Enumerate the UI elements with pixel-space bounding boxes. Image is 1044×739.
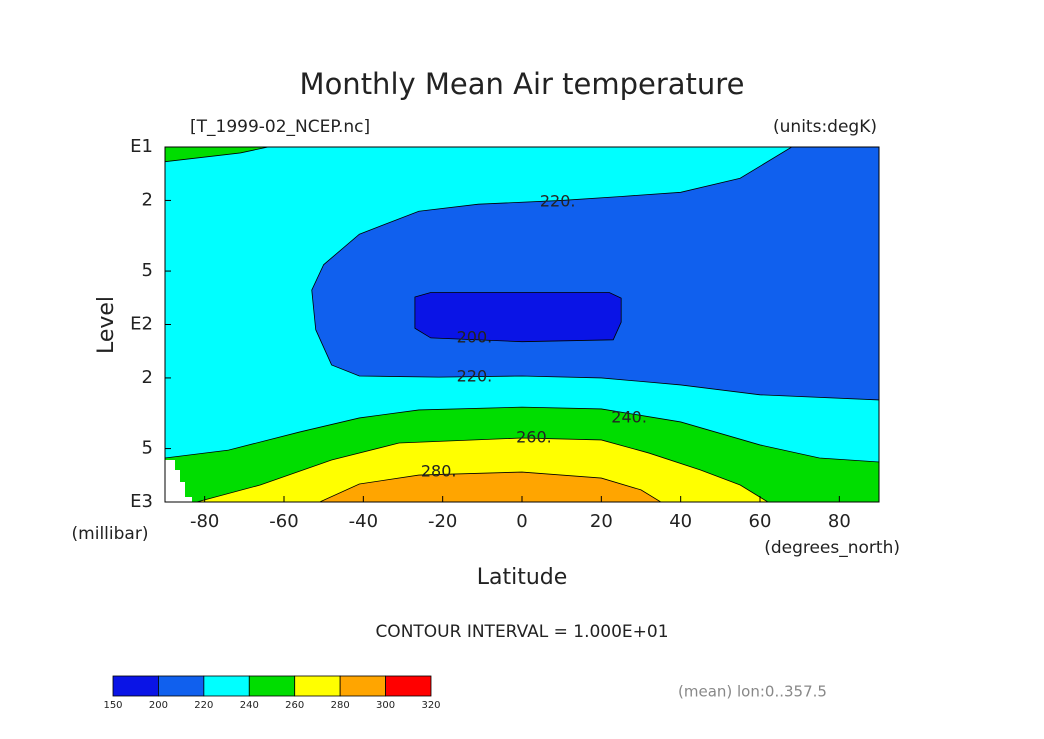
y-tick-label: 2 — [142, 189, 153, 210]
colorbar-label: 260 — [285, 700, 304, 711]
x-unit: (degrees_north) — [764, 538, 900, 558]
y-tick-label: 5 — [142, 260, 153, 281]
x-tick-label: -20 — [428, 511, 457, 532]
x-axis-label: Latitude — [477, 565, 568, 590]
colorbar-label: 220 — [194, 700, 213, 711]
contour-region — [414, 292, 622, 343]
colorbar-label: 320 — [421, 700, 440, 711]
y-tick-label: E2 — [130, 314, 153, 335]
contour-interval: CONTOUR INTERVAL = 1.000E+01 — [375, 622, 668, 642]
colorbar-box — [339, 675, 386, 697]
missing-data — [165, 460, 192, 502]
colorbar-label: 280 — [331, 700, 350, 711]
colorbar-label: 150 — [103, 700, 122, 711]
x-tick-label: 0 — [516, 511, 527, 532]
y-tick-label: 5 — [142, 438, 153, 459]
x-tick-label: -80 — [190, 511, 219, 532]
colorbar-box — [385, 675, 432, 697]
y-axis-label: Level — [94, 296, 119, 354]
contour-label: 220. — [540, 191, 576, 210]
units-label: (units:degK) — [773, 117, 877, 137]
x-tick-label: 80 — [828, 511, 851, 532]
regions — [165, 147, 879, 502]
contour-label: 280. — [421, 462, 457, 481]
footnote: (mean) lon:0..357.5 — [678, 683, 827, 701]
contour-region — [319, 471, 662, 502]
x-tick-label: -60 — [269, 511, 298, 532]
y-tick-label: E1 — [130, 136, 153, 157]
x-tick-label: 60 — [749, 511, 772, 532]
chart-title: Monthly Mean Air temperature — [300, 67, 745, 101]
plot-area — [165, 147, 879, 502]
y-unit: (millibar) — [72, 524, 149, 544]
contour-label: 200. — [457, 327, 493, 346]
colorbar-label: 200 — [149, 700, 168, 711]
contour-region — [165, 147, 269, 163]
y-tick-label: E3 — [130, 491, 153, 512]
colorbar-box — [203, 675, 250, 697]
x-tick-label: -40 — [349, 511, 378, 532]
y-tick-label: 2 — [142, 367, 153, 388]
colorbar-box — [112, 675, 159, 697]
file-label: [T_1999-02_NCEP.nc] — [190, 117, 370, 137]
colorbar-box — [294, 675, 341, 697]
x-tick-label: 40 — [669, 511, 692, 532]
contour-label: 240. — [611, 407, 647, 426]
contour-label: 260. — [516, 428, 552, 447]
colorbar-box — [158, 675, 205, 697]
colorbar-label: 300 — [376, 700, 395, 711]
contour-label: 220. — [457, 367, 493, 386]
x-tick-label: 20 — [590, 511, 613, 532]
colorbar-box — [248, 675, 296, 697]
colorbar-label: 240 — [240, 700, 259, 711]
